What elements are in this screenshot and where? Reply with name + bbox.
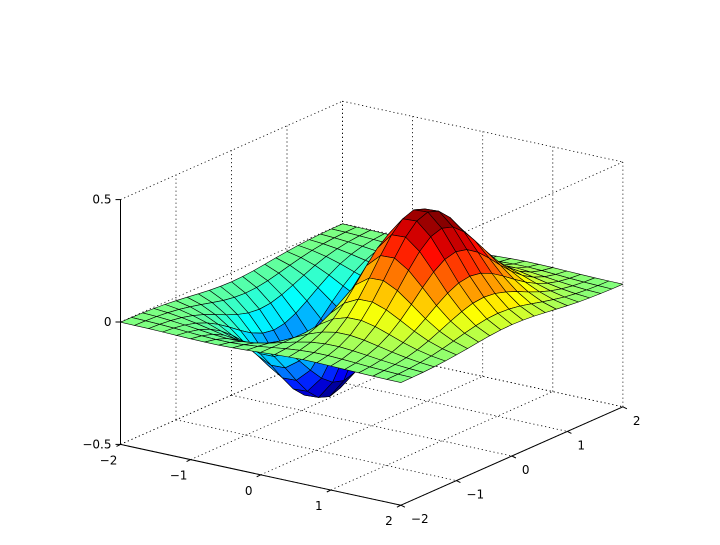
x-tick-mark <box>186 459 191 463</box>
floor-grid-line <box>231 394 512 457</box>
floor-grid-line <box>260 376 483 476</box>
wall-grid-line <box>120 223 343 323</box>
x-tick-mark <box>396 504 402 508</box>
wall-grid-line <box>120 345 343 445</box>
y-tick-label: −1 <box>466 488 484 502</box>
y-tick-label: 1 <box>577 438 585 452</box>
wall-grid-line <box>120 100 343 200</box>
y-tick-mark <box>456 480 461 484</box>
surface-patch <box>386 373 413 383</box>
z-tick-label: 0 <box>104 315 112 329</box>
x-tick-label: 1 <box>315 499 323 513</box>
y-tick-label: −2 <box>411 512 429 526</box>
y-tick-mark <box>400 504 406 508</box>
x-tick-mark <box>326 489 332 493</box>
box-edge-line <box>400 161 624 261</box>
floor-grid-line <box>190 360 413 460</box>
z-tick-label: 0.5 <box>92 193 111 207</box>
y-tick-mark <box>511 455 517 459</box>
surface-mesh <box>120 208 624 398</box>
x-tick-label: −2 <box>100 453 118 467</box>
z-tick-label: −0.5 <box>82 437 111 451</box>
x-tick-label: 0 <box>245 484 253 498</box>
y-tick-mark <box>567 430 572 434</box>
x-tick-mark <box>256 474 261 478</box>
x-tick-label: 2 <box>385 514 393 528</box>
y-tick-label: 0 <box>522 463 530 477</box>
floor-grid-line <box>330 391 553 491</box>
y-tick-mark <box>622 406 628 410</box>
tick-labels: −0.5 0 0.5 −2 −1 0 1 2 −2 −1 0 1 2 <box>82 193 640 529</box>
x-tick-label: −1 <box>170 469 188 483</box>
y-tick-label: 2 <box>633 414 641 428</box>
